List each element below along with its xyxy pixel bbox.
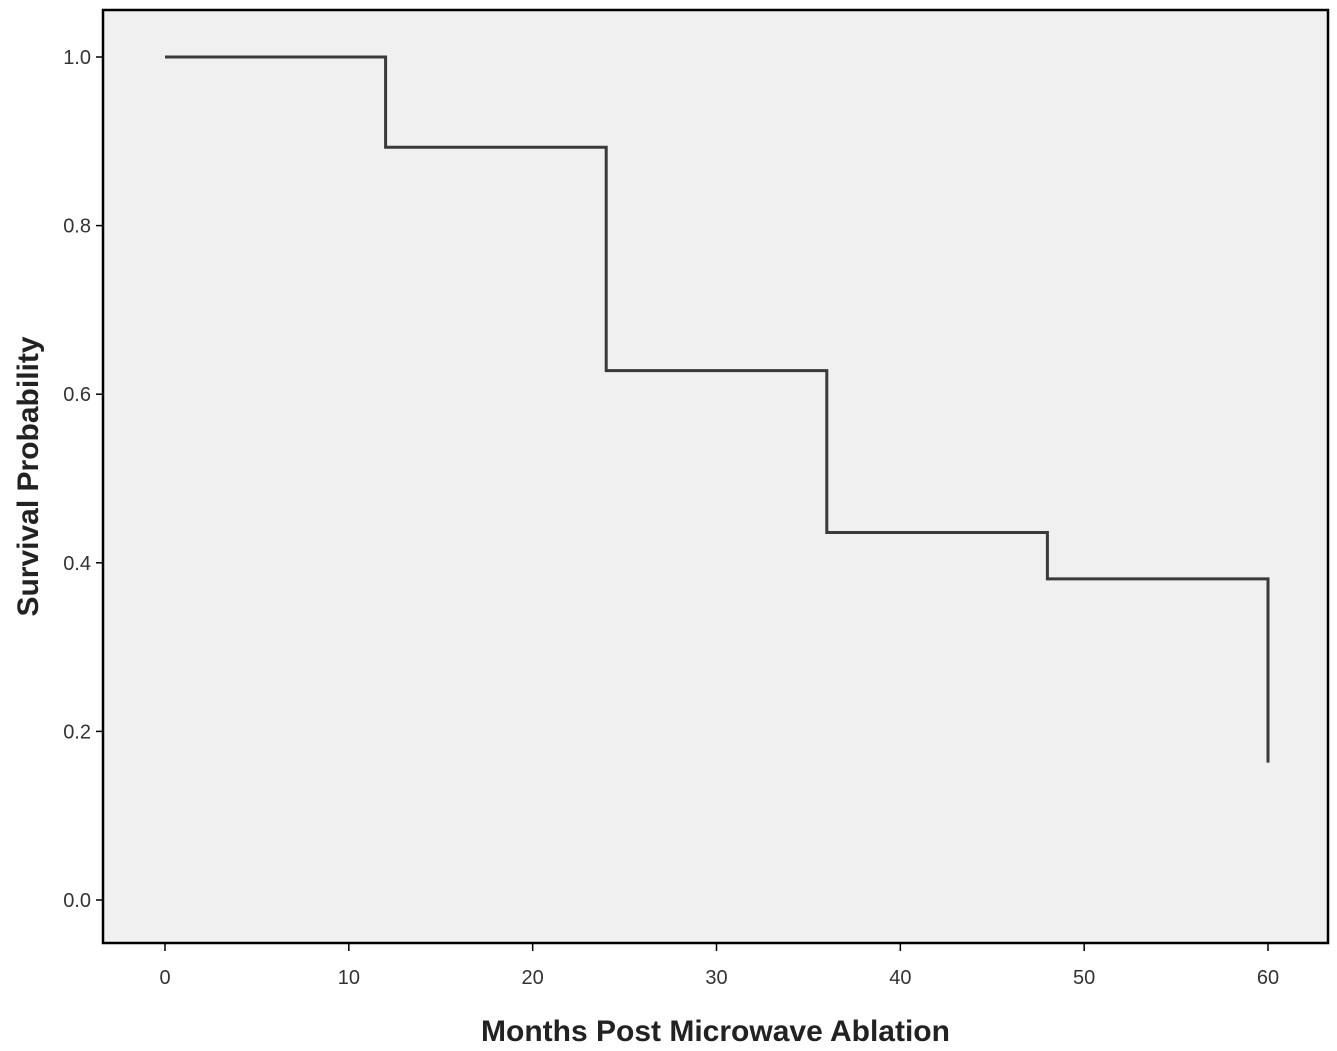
survival-step-line xyxy=(165,55,1270,763)
x-tick-label: 0 xyxy=(159,967,170,989)
x-axis: 0 10 20 30 40 50 60 xyxy=(159,943,1279,989)
series-layer xyxy=(165,55,1270,763)
y-tick-label: 0.6 xyxy=(63,384,91,406)
y-axis: 0.0 0.2 0.4 0.6 0.8 1.0 xyxy=(63,47,103,912)
x-tick-label: 50 xyxy=(1073,967,1095,989)
x-tick-label: 30 xyxy=(705,967,727,989)
x-tick-label: 20 xyxy=(522,967,544,989)
y-tick-label: 0.8 xyxy=(63,216,91,238)
y-tick-label: 0.0 xyxy=(63,890,91,912)
x-tick-label: 60 xyxy=(1257,967,1279,989)
y-tick-label: 0.4 xyxy=(63,553,91,575)
x-tick-label: 10 xyxy=(338,967,360,989)
x-tick-label: 40 xyxy=(889,967,911,989)
y-tick-label: 1.0 xyxy=(63,47,91,69)
plot-area xyxy=(101,8,1330,945)
y-tick-label: 0.2 xyxy=(63,721,91,743)
x-axis-title: Months Post Microwave Ablation xyxy=(481,1015,950,1048)
y-axis-title: Survival Probability xyxy=(12,336,45,616)
